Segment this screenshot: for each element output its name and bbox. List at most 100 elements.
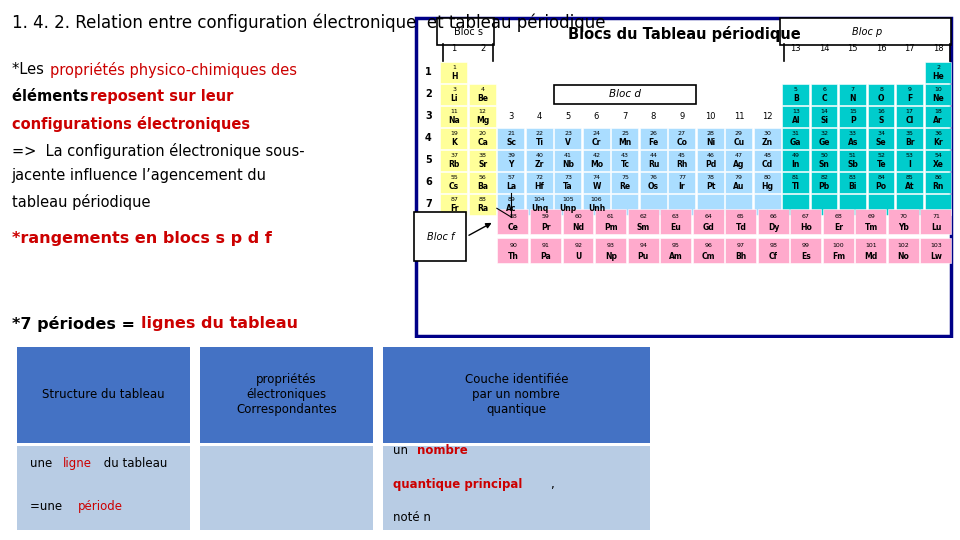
Text: 76: 76 [650, 176, 658, 180]
Text: quantique principal: quantique principal [393, 478, 522, 491]
Text: Sn: Sn [819, 160, 829, 169]
Text: 66: 66 [770, 214, 778, 219]
Text: As: As [848, 138, 858, 147]
Bar [790, 208, 821, 234]
Bar [530, 208, 561, 234]
Text: Na: Na [448, 116, 460, 125]
Text: 72: 72 [536, 176, 543, 180]
Text: 97: 97 [737, 242, 745, 248]
Text: 8: 8 [651, 112, 657, 121]
Text: jacente influence l’agencement du: jacente influence l’agencement du [12, 168, 267, 184]
Bar [468, 105, 495, 127]
Text: Cm: Cm [702, 252, 715, 261]
Text: Unp: Unp [560, 204, 577, 213]
Bar [583, 194, 610, 215]
Bar [855, 208, 886, 234]
Text: 17: 17 [904, 44, 915, 53]
Bar [668, 150, 695, 171]
Bar [855, 238, 886, 263]
Text: 27: 27 [678, 131, 686, 137]
Text: 34: 34 [877, 131, 885, 137]
Text: S: S [878, 116, 884, 125]
Bar [200, 347, 373, 443]
Bar [757, 238, 789, 263]
Bar [612, 150, 638, 171]
Bar [660, 238, 691, 263]
Text: 49: 49 [792, 153, 800, 158]
Bar [868, 105, 895, 127]
Text: 39: 39 [507, 153, 516, 158]
Text: Rn: Rn [932, 183, 944, 191]
Text: Be: Be [477, 94, 488, 103]
Bar [896, 194, 923, 215]
Bar [839, 172, 866, 193]
Bar [896, 84, 923, 105]
Text: 78: 78 [707, 176, 714, 180]
Bar [441, 194, 468, 215]
Text: 91: 91 [541, 242, 550, 248]
Bar [725, 194, 752, 215]
Bar [924, 84, 951, 105]
Text: Os: Os [648, 183, 659, 191]
Text: 17: 17 [906, 110, 914, 114]
Text: 103: 103 [930, 242, 942, 248]
Text: H: H [451, 72, 457, 81]
Text: 85: 85 [906, 176, 914, 180]
Bar [888, 238, 919, 263]
Bar [612, 172, 638, 193]
Text: un: un [393, 444, 412, 457]
Text: Fr: Fr [450, 204, 459, 213]
Text: Td: Td [735, 223, 746, 232]
Text: Tc: Tc [620, 160, 630, 169]
Text: Y: Y [509, 160, 514, 169]
Text: 13: 13 [792, 110, 800, 114]
Text: 4: 4 [537, 112, 542, 121]
Bar [868, 84, 895, 105]
Text: 6: 6 [823, 87, 827, 92]
Bar [924, 62, 951, 83]
Text: 14: 14 [821, 110, 828, 114]
Text: 25: 25 [621, 131, 629, 137]
Text: 20: 20 [479, 131, 487, 137]
Bar [668, 194, 695, 215]
Text: 38: 38 [479, 153, 487, 158]
Text: 9: 9 [908, 87, 912, 92]
Text: 67: 67 [803, 214, 810, 219]
Text: Br: Br [905, 138, 915, 147]
Bar [921, 208, 951, 234]
Text: Tm: Tm [865, 223, 877, 232]
Bar [530, 238, 561, 263]
Bar [497, 172, 524, 193]
Text: Ce: Ce [508, 223, 518, 232]
Text: 81: 81 [792, 176, 800, 180]
FancyBboxPatch shape [415, 212, 466, 261]
Text: 90: 90 [509, 242, 517, 248]
Text: 23: 23 [564, 131, 572, 137]
Bar [595, 208, 626, 234]
Text: Cs: Cs [449, 183, 459, 191]
Text: reposent sur leur: reposent sur leur [90, 89, 233, 104]
Text: Cr: Cr [592, 138, 601, 147]
Text: 83: 83 [849, 176, 856, 180]
Bar [554, 150, 581, 171]
Text: 29: 29 [735, 131, 743, 137]
Text: Al: Al [792, 116, 800, 125]
Text: 57: 57 [507, 176, 516, 180]
Text: Cl: Cl [905, 116, 914, 125]
Text: 41: 41 [564, 153, 572, 158]
Text: 94: 94 [639, 242, 647, 248]
Text: 6: 6 [425, 177, 432, 187]
Text: 1: 1 [452, 65, 456, 70]
Text: Hf: Hf [535, 183, 544, 191]
Bar [810, 194, 837, 215]
Text: 43: 43 [621, 153, 629, 158]
Bar [595, 238, 626, 263]
Text: 61: 61 [607, 214, 614, 219]
Bar [725, 172, 752, 193]
Bar [441, 62, 468, 83]
Bar [823, 238, 853, 263]
Text: 52: 52 [877, 153, 885, 158]
Text: 89: 89 [507, 198, 516, 202]
Text: 105: 105 [563, 198, 574, 202]
Text: 22: 22 [536, 131, 543, 137]
